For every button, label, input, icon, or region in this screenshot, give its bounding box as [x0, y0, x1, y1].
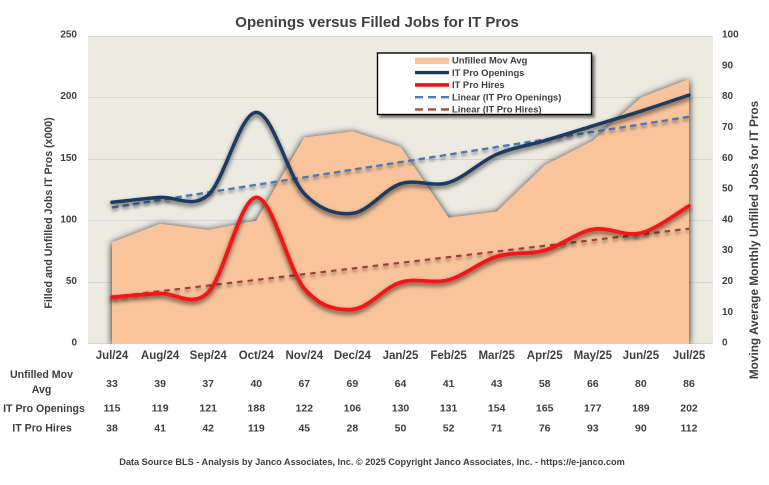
- svg-text:Aug/24: Aug/24: [141, 350, 180, 362]
- svg-text:52: 52: [443, 423, 455, 435]
- svg-text:28: 28: [347, 423, 359, 435]
- svg-text:Nov/24: Nov/24: [285, 350, 323, 362]
- svg-text:106: 106: [344, 403, 362, 415]
- svg-text:122: 122: [296, 403, 314, 415]
- svg-text:Moving Average Monthly Unfille: Moving Average Monthly Unfilled Jobs for…: [747, 100, 761, 379]
- svg-text:Jan/25: Jan/25: [383, 350, 419, 362]
- svg-text:Dec/24: Dec/24: [334, 350, 372, 362]
- svg-text:Openings versus Filled Jobs fo: Openings versus Filled Jobs for IT Pros: [235, 14, 518, 31]
- svg-text:58: 58: [539, 378, 551, 390]
- svg-text:70: 70: [722, 122, 734, 133]
- svg-text:200: 200: [60, 91, 77, 102]
- svg-text:119: 119: [152, 403, 169, 415]
- svg-text:115: 115: [104, 403, 121, 415]
- svg-text:100: 100: [722, 30, 739, 41]
- svg-text:Avg: Avg: [32, 384, 52, 396]
- svg-text:20: 20: [722, 276, 734, 287]
- svg-text:IT Pro Openings: IT Pro Openings: [3, 403, 85, 415]
- svg-text:39: 39: [154, 378, 166, 390]
- svg-text:121: 121: [199, 403, 217, 415]
- svg-text:69: 69: [347, 378, 359, 390]
- svg-text:90: 90: [722, 60, 734, 71]
- svg-text:Unfilled Mov Avg: Unfilled Mov Avg: [452, 55, 528, 66]
- svg-text:0: 0: [722, 338, 728, 349]
- svg-text:May/25: May/25: [574, 350, 613, 362]
- svg-text:38: 38: [106, 423, 118, 435]
- svg-text:30: 30: [722, 245, 734, 256]
- svg-text:Linear (IT Pro Openings): Linear (IT Pro Openings): [452, 92, 561, 103]
- svg-text:Feb/25: Feb/25: [430, 350, 467, 362]
- svg-text:188: 188: [248, 403, 266, 415]
- svg-text:80: 80: [722, 91, 734, 102]
- svg-text:40: 40: [722, 214, 734, 225]
- svg-text:Sep/24: Sep/24: [190, 350, 228, 362]
- svg-text:67: 67: [298, 378, 310, 390]
- svg-text:Mar/25: Mar/25: [478, 350, 515, 362]
- svg-text:250: 250: [60, 30, 77, 41]
- svg-text:41: 41: [154, 423, 166, 435]
- svg-text:Data Source BLS - Analysis by: Data Source BLS - Analysis by Janco Asso…: [119, 457, 625, 467]
- svg-text:202: 202: [680, 403, 698, 415]
- svg-text:64: 64: [395, 378, 407, 390]
- svg-text:Jul/24: Jul/24: [96, 350, 129, 362]
- svg-text:0: 0: [71, 338, 77, 349]
- svg-text:Oct/24: Oct/24: [239, 350, 275, 362]
- svg-text:71: 71: [491, 423, 503, 435]
- svg-text:33: 33: [106, 378, 118, 390]
- svg-text:66: 66: [587, 378, 599, 390]
- svg-text:Apr/25: Apr/25: [527, 350, 563, 362]
- svg-text:60: 60: [722, 153, 734, 164]
- svg-text:93: 93: [587, 423, 599, 435]
- svg-text:IT Pro Hires: IT Pro Hires: [452, 79, 505, 90]
- svg-text:42: 42: [202, 423, 214, 435]
- svg-text:154: 154: [488, 403, 506, 415]
- svg-text:Jul/25: Jul/25: [673, 350, 706, 362]
- svg-text:150: 150: [60, 153, 77, 164]
- svg-text:10: 10: [722, 307, 734, 318]
- svg-text:76: 76: [539, 423, 551, 435]
- svg-text:130: 130: [392, 403, 410, 415]
- svg-text:100: 100: [60, 214, 77, 225]
- svg-text:43: 43: [491, 378, 503, 390]
- svg-text:131: 131: [440, 403, 458, 415]
- svg-text:165: 165: [536, 403, 554, 415]
- svg-text:Filled and Unfilled Jobs IT Pr: Filled and Unfilled Jobs IT Pros (x000): [43, 117, 55, 308]
- svg-text:80: 80: [635, 378, 647, 390]
- svg-text:50: 50: [395, 423, 407, 435]
- svg-text:189: 189: [632, 403, 650, 415]
- svg-text:IT Pro Openings: IT Pro Openings: [452, 67, 524, 78]
- svg-text:37: 37: [202, 378, 214, 390]
- svg-text:90: 90: [635, 423, 647, 435]
- svg-text:86: 86: [683, 378, 695, 390]
- svg-text:177: 177: [584, 403, 602, 415]
- svg-text:45: 45: [298, 423, 310, 435]
- svg-text:Linear (IT Pro Hires): Linear (IT Pro Hires): [452, 104, 542, 115]
- svg-text:50: 50: [66, 276, 78, 287]
- svg-text:112: 112: [681, 423, 698, 435]
- svg-text:IT Pro Hires: IT Pro Hires: [12, 423, 72, 435]
- svg-text:50: 50: [722, 184, 734, 195]
- svg-text:Jun/25: Jun/25: [623, 350, 660, 362]
- svg-text:41: 41: [443, 378, 455, 390]
- svg-text:119: 119: [248, 423, 265, 435]
- svg-text:40: 40: [250, 378, 262, 390]
- svg-text:Unfilled Mov: Unfilled Mov: [10, 369, 73, 381]
